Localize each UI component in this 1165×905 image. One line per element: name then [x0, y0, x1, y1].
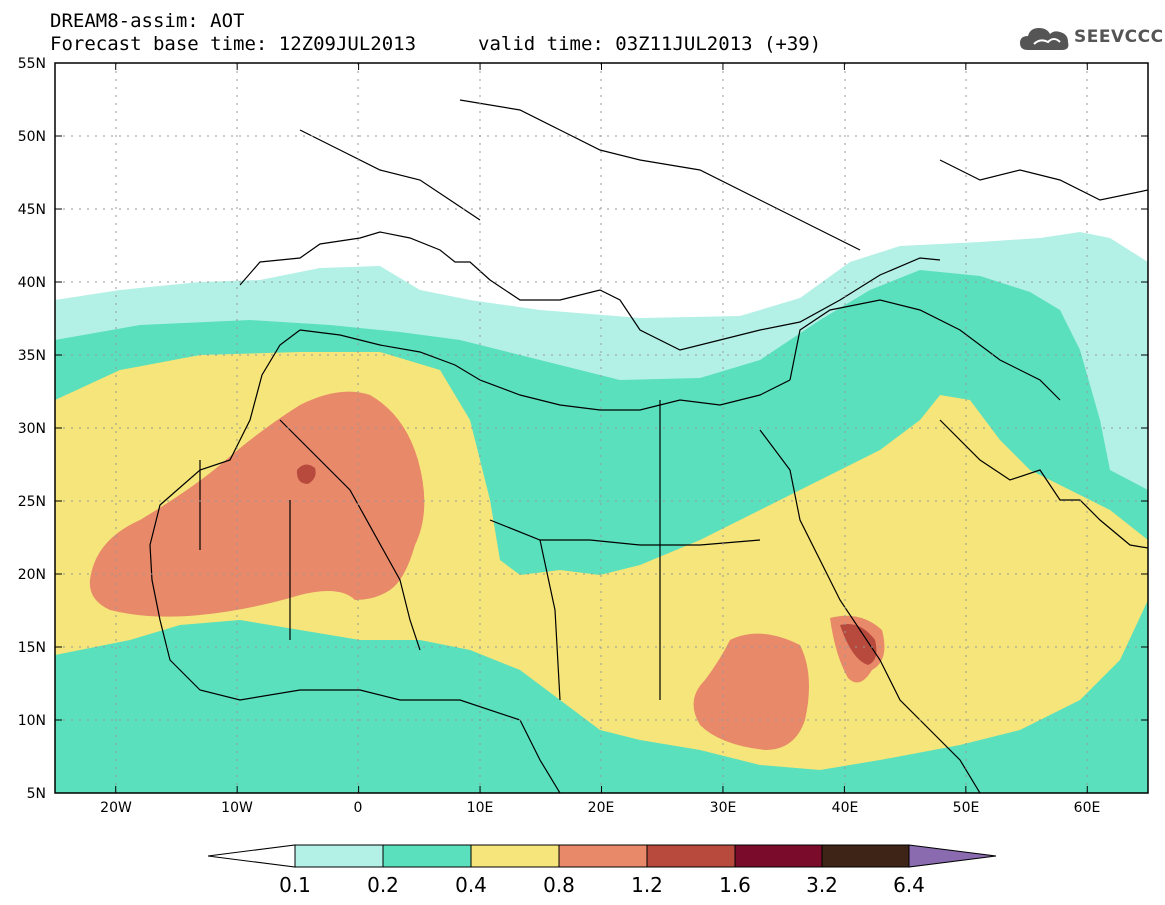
legend-label-0: 0.1	[279, 873, 311, 897]
logo-text: SEEVCCC	[1074, 27, 1164, 47]
lat-label-25n: 25N	[18, 494, 46, 510]
legend-label-6: 3.2	[806, 873, 838, 897]
lon-label-40e: 40E	[832, 800, 859, 816]
lon-label-0: 0	[354, 800, 363, 816]
valid-time: valid time: 03Z11JUL2013 (+39)	[478, 33, 822, 55]
lon-label-50e: 50E	[953, 800, 980, 816]
lat-label-10n: 10N	[18, 713, 46, 729]
lat-label-15n: 15N	[18, 640, 46, 656]
coastlines	[149, 99, 1148, 793]
seevccc-logo: SEEVCCC	[1018, 22, 1163, 54]
graticule	[55, 63, 1148, 793]
legend-swatch-1	[382, 844, 472, 868]
lon-label-20w: 20W	[100, 800, 132, 816]
legend-arrow-high	[908, 844, 997, 868]
lat-label-20n: 20N	[18, 567, 46, 583]
legend-label-7: 6.4	[893, 873, 925, 897]
map-title: DREAM8-assim: AOT	[50, 10, 245, 32]
cloud-icon	[1020, 28, 1069, 50]
lon-label-60e: 60E	[1074, 800, 1101, 816]
forecast-base-time: Forecast base time: 12Z09JUL2013	[50, 33, 417, 55]
lon-label-10w: 10W	[221, 800, 253, 816]
legend-label-1: 0.2	[367, 873, 399, 897]
legend-swatch-3	[558, 844, 648, 868]
legend-arrow-low	[207, 844, 296, 868]
legend-label-5: 1.6	[719, 873, 751, 897]
color-legend: 0.1 0.2 0.4 0.8 1.2 1.6 3.2 6.4	[207, 844, 997, 897]
lat-label-40n: 40N	[18, 275, 46, 291]
lat-label-55n: 55N	[18, 56, 46, 72]
legend-label-2: 0.4	[455, 873, 487, 897]
legend-labels: 0.1 0.2 0.4 0.8 1.2 1.6 3.2 6.4	[279, 873, 925, 897]
legend-swatch-4	[646, 844, 736, 868]
legend-swatch-5	[734, 844, 823, 868]
legend-swatch-2	[470, 844, 560, 868]
legend-label-4: 1.2	[631, 873, 663, 897]
legend-label-3: 0.8	[543, 873, 575, 897]
latitude-labels: 55N 50N 45N 40N 35N 30N 25N 20N 15N 10N …	[18, 56, 46, 802]
lat-label-35n: 35N	[18, 348, 46, 364]
legend-swatch-6	[821, 844, 910, 868]
lat-label-30n: 30N	[18, 421, 46, 437]
lon-label-30e: 30E	[710, 800, 737, 816]
lon-label-20e: 20E	[588, 800, 615, 816]
lon-label-10e: 10E	[467, 800, 494, 816]
legend-swatch-0	[294, 844, 384, 868]
lat-label-45n: 45N	[18, 202, 46, 218]
longitude-labels: 20W 10W 0 10E 20E 30E 40E 50E 60E	[100, 800, 1100, 816]
lat-label-5n: 5N	[27, 786, 46, 802]
lat-label-50n: 50N	[18, 129, 46, 145]
